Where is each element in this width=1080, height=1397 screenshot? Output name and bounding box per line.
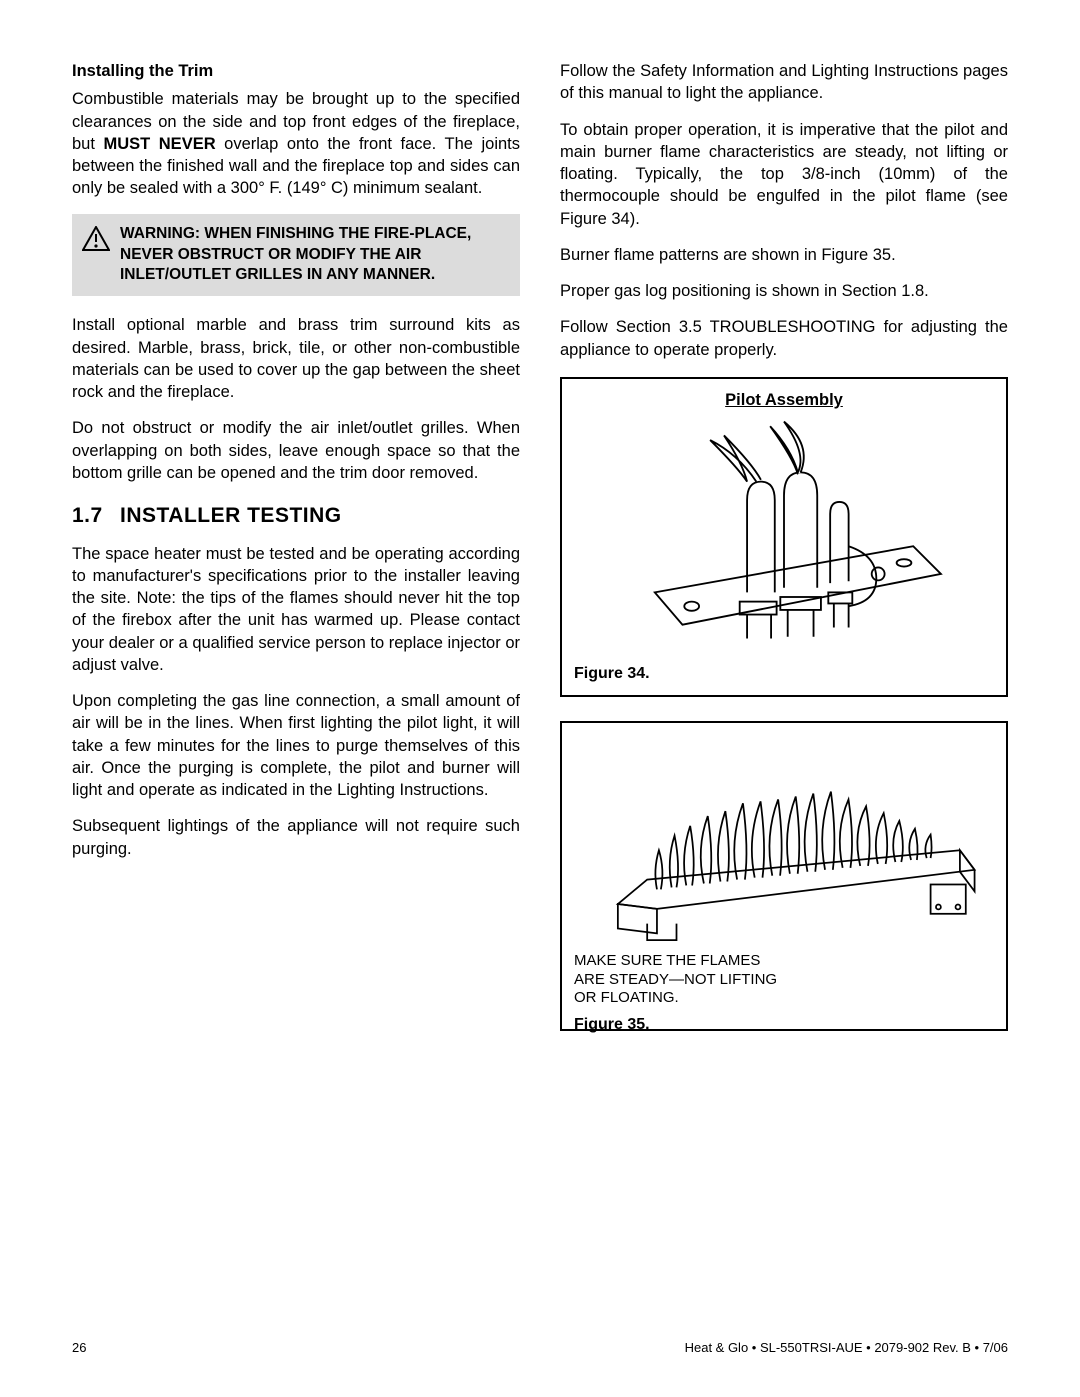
burner-flame-illustration-icon: [574, 733, 994, 948]
para-right-3: Burner flame patterns are shown in Figur…: [560, 244, 1008, 266]
figure-34-box: Pilot Assembly: [560, 377, 1008, 697]
para-trim-3: Do not obstruct or modify the air inlet/…: [72, 417, 520, 484]
para-test-3: Subsequent lightings of the appliance wi…: [72, 815, 520, 860]
section-title-text: INSTALLER TESTING: [120, 504, 342, 527]
para-trim-1: Combustible materials may be brought up …: [72, 88, 520, 199]
para-trim-2: Install optional marble and brass trim s…: [72, 314, 520, 403]
section-number: 1.7: [72, 502, 120, 530]
figure-34-title: Pilot Assembly: [574, 389, 994, 411]
page-footer: 26 Heat & Glo • SL-550TRSI-AUE • 2079-90…: [72, 1340, 1008, 1355]
figure-35-box: MAKE SURE THE FLAMES ARE STEADY—NOT LIFT…: [560, 721, 1008, 1031]
emphasis-mustnever: MUST NEVER: [103, 135, 215, 153]
warning-text: WARNING: WHEN FINISHING THE FIRE-PLACE, …: [120, 224, 510, 287]
para-right-5: Follow Section 3.5 TROUBLESHOOTING for a…: [560, 316, 1008, 361]
pilot-assembly-illustration-icon: [574, 417, 994, 657]
right-column: Follow the Safety Information and Lighti…: [560, 60, 1008, 1031]
warning-box: WARNING: WHEN FINISHING THE FIRE-PLACE, …: [72, 214, 520, 297]
para-right-4: Proper gas log positioning is shown in S…: [560, 280, 1008, 302]
warning-triangle-icon: [82, 226, 110, 252]
section-heading-1-7: 1.7INSTALLER TESTING: [72, 502, 520, 530]
doc-id: Heat & Glo • SL-550TRSI-AUE • 2079-902 R…: [685, 1340, 1008, 1355]
para-right-2: To obtain proper operation, it is impera…: [560, 119, 1008, 230]
para-test-1: The space heater must be tested and be o…: [72, 543, 520, 677]
left-column: Installing the Trim Combustible material…: [72, 60, 520, 1031]
page-number: 26: [72, 1340, 86, 1355]
figure-35-note: MAKE SURE THE FLAMES ARE STEADY—NOT LIFT…: [574, 952, 794, 1008]
para-test-2: Upon completing the gas line connection,…: [72, 690, 520, 801]
figure-35-caption: Figure 35.: [574, 1014, 994, 1036]
subheading-trim: Installing the Trim: [72, 60, 520, 82]
figure-34-caption: Figure 34.: [574, 663, 994, 685]
para-right-1: Follow the Safety Information and Lighti…: [560, 60, 1008, 105]
